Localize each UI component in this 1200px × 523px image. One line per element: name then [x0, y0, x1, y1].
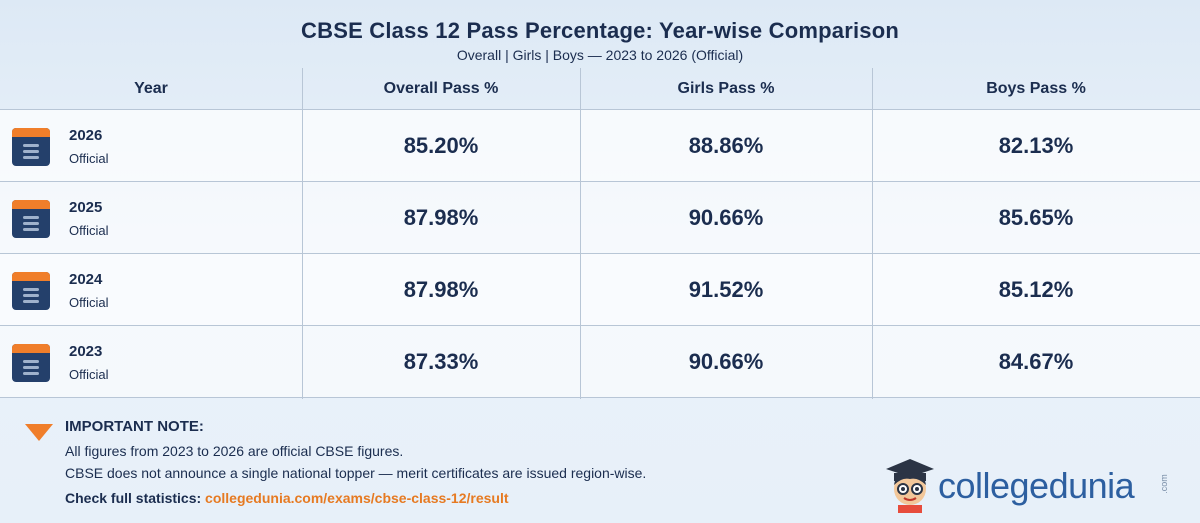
- chart-subtitle: Overall | Girls | Boys — 2023 to 2026 (O…: [456, 47, 744, 63]
- year-status: Official: [69, 223, 109, 238]
- overall-value: 85.20%: [403, 133, 479, 158]
- calendar-icon: [12, 200, 50, 238]
- year-label: 2024: [69, 271, 103, 288]
- year-label: 2025: [69, 199, 103, 216]
- note-line-1: All figures from 2023 to 2026 are offici…: [65, 443, 404, 459]
- overall-value: 87.33%: [403, 349, 479, 374]
- chart-header: CBSE Class 12 Pass Percentage: Year-wise…: [0, 18, 1200, 63]
- boys-value: 84.67%: [998, 349, 1074, 374]
- link-label: Check full statistics:: [65, 490, 202, 506]
- year-status: Official: [69, 367, 109, 382]
- boys-value: 82.13%: [998, 133, 1074, 158]
- mascot-icon: [886, 459, 934, 513]
- overall-value: 87.98%: [403, 205, 479, 230]
- header-girls: Girls Pass %: [677, 80, 775, 97]
- note-line-2: CBSE does not announce a single national…: [65, 465, 647, 481]
- brand-suffix: .com: [1158, 474, 1169, 494]
- table-row: 2024 Official 87.98% 91.52% 85.12%: [0, 254, 1200, 326]
- calendar-icon: [12, 128, 50, 166]
- pass-percentage-table: Year Overall Pass % Girls Pass % Boys Pa…: [0, 68, 1200, 399]
- table-header-row: Year Overall Pass % Girls Pass % Boys Pa…: [0, 68, 1200, 110]
- brand-name: collegedunia: [938, 465, 1135, 506]
- header-overall: Overall Pass %: [383, 80, 499, 97]
- calendar-icon: [12, 344, 50, 382]
- year-status: Official: [69, 151, 109, 166]
- statistics-link-row: Check full statistics: collegedunia.com/…: [65, 490, 509, 506]
- boys-value: 85.65%: [998, 205, 1074, 230]
- column-divider: [872, 68, 873, 399]
- calendar-icon: [12, 272, 50, 310]
- column-divider: [302, 68, 303, 399]
- boys-value: 85.12%: [998, 277, 1074, 302]
- overall-value: 87.98%: [403, 277, 479, 302]
- table-row: 2026 Official 85.20% 88.86% 82.13%: [0, 110, 1200, 182]
- girls-value: 91.52%: [688, 277, 764, 302]
- year-status: Official: [69, 295, 109, 310]
- girls-value: 90.66%: [688, 349, 764, 374]
- year-label: 2026: [69, 127, 103, 144]
- column-divider: [580, 68, 581, 399]
- statistics-link[interactable]: collegedunia.com/exams/cbse-class-12/res…: [205, 490, 509, 506]
- note-title: IMPORTANT NOTE:: [65, 418, 204, 435]
- girls-value: 88.86%: [688, 133, 764, 158]
- year-label: 2023: [69, 343, 103, 360]
- table-row: 2023 Official 87.33% 90.66% 84.67%: [0, 326, 1200, 398]
- header-boys: Boys Pass %: [986, 80, 1086, 97]
- collegedunia-logo: collegedunia .com: [882, 455, 1182, 515]
- girls-value: 90.66%: [688, 205, 764, 230]
- down-triangle-icon: [25, 424, 53, 441]
- header-year: Year: [134, 80, 168, 97]
- chart-title: CBSE Class 12 Pass Percentage: Year-wise…: [301, 18, 899, 43]
- table-row: 2025 Official 87.98% 90.66% 85.65%: [0, 182, 1200, 254]
